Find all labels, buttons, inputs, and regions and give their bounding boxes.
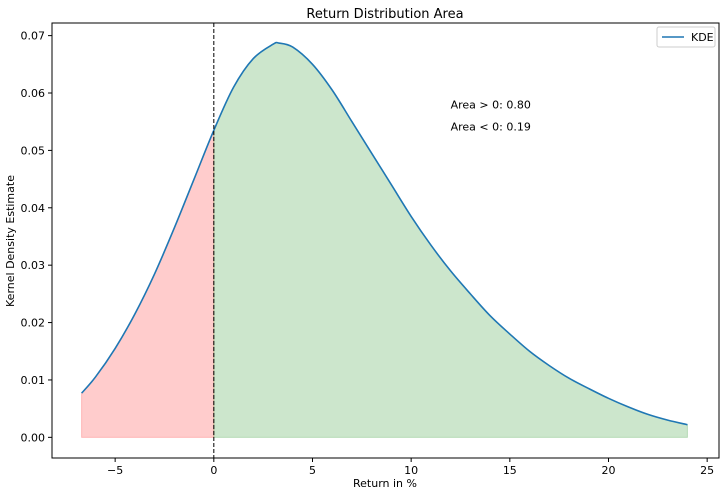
y-tick-label: 0.03: [21, 259, 46, 272]
legend-box: [656, 26, 716, 48]
y-tick-label: 0.06: [21, 87, 46, 100]
y-tick-label: 0.00: [21, 431, 46, 444]
x-tick-label: 10: [404, 464, 418, 477]
y-tick-label: 0.01: [21, 374, 46, 387]
x-tick-label: −5: [107, 464, 123, 477]
chart-title: Return Distribution Area: [306, 7, 463, 22]
area-fills: [81, 42, 688, 438]
y-tick-label: 0.07: [21, 30, 46, 43]
fill-area-negative: [81, 130, 215, 438]
annotations: Area > 0: 0.80 Area < 0: 0.19: [451, 99, 531, 134]
x-tick-label: 0: [210, 464, 217, 477]
x-tick-label: 20: [601, 464, 615, 477]
y-tick-label: 0.04: [21, 202, 46, 215]
y-axis: 0.00 0.01 0.02 0.03 0.04 0.05 0.06 0.07: [21, 30, 52, 444]
y-tick-label: 0.02: [21, 317, 46, 330]
x-tick-label: 15: [503, 464, 517, 477]
legend: KDE: [656, 26, 716, 48]
legend-entry-kde: KDE: [691, 31, 714, 44]
x-axis: −5 0 5 10 15 20 25: [107, 458, 714, 477]
series-layer: [80, 41, 688, 426]
x-tick-label: 5: [309, 464, 316, 477]
series-line-kde: [80, 41, 688, 426]
x-tick-label: 25: [700, 464, 714, 477]
y-axis-label: Kernel Density Estimate: [4, 175, 17, 307]
plot-area: [51, 22, 720, 459]
annotation-text: Area < 0: 0.19: [451, 120, 531, 133]
y-tick-label: 0.05: [21, 144, 46, 157]
x-axis-label: Return in %: [353, 477, 417, 490]
annotation-text: Area > 0: 0.80: [451, 99, 531, 112]
